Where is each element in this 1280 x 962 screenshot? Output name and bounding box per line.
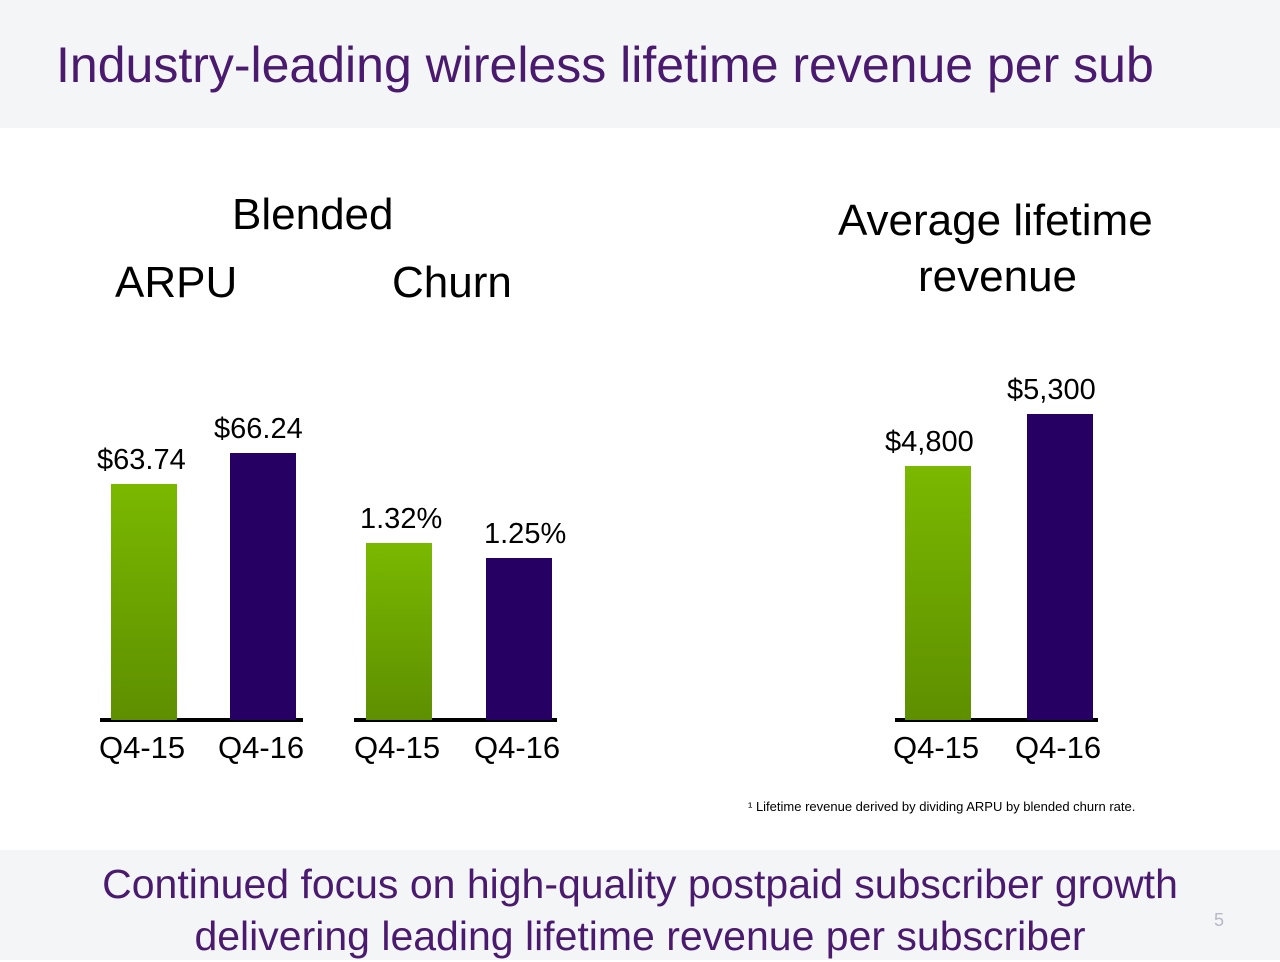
header-band bbox=[0, 0, 1280, 128]
data-label: 1.32% bbox=[360, 503, 443, 536]
bar-Q4-15 bbox=[905, 466, 971, 720]
bar-Q4-15 bbox=[366, 543, 432, 720]
footnote: ¹ Lifetime revenue derived by dividing A… bbox=[748, 799, 1136, 814]
tick-label: Q4-16 bbox=[474, 730, 561, 765]
tick-label: Q4-15 bbox=[99, 730, 186, 765]
bar-Q4-16 bbox=[230, 453, 296, 720]
chart-1-baseline bbox=[354, 718, 557, 722]
data-label: $4,800 bbox=[885, 426, 974, 459]
heading-lifetime-2: revenue bbox=[918, 252, 1078, 301]
chart-0-baseline bbox=[100, 718, 303, 722]
tick-label: Q4-15 bbox=[893, 730, 980, 765]
tick-label: Q4-16 bbox=[218, 730, 305, 765]
data-label: 1.25% bbox=[484, 518, 567, 550]
data-label: $63.74 bbox=[97, 444, 186, 477]
tick-label: Q4-16 bbox=[1015, 730, 1102, 765]
footer-band bbox=[0, 850, 1280, 960]
footer-line-1: Continued focus on high-quality postpaid… bbox=[102, 861, 1178, 907]
data-label: $5,300 bbox=[1007, 374, 1096, 407]
slide-title: Industry-leading wireless lifetime reven… bbox=[56, 37, 1154, 93]
tick-label: Q4-15 bbox=[354, 730, 441, 765]
heading-churn: Churn bbox=[392, 258, 512, 307]
heading-arpu: ARPU bbox=[115, 258, 238, 307]
bar-Q4-15 bbox=[111, 484, 177, 720]
bar-Q4-16 bbox=[1027, 414, 1093, 720]
footer-message: Continued focus on high-quality postpaid… bbox=[0, 858, 1280, 962]
footer-line-2: delivering leading lifetime revenue per … bbox=[194, 913, 1086, 959]
data-label: $66.24 bbox=[214, 413, 303, 446]
bar-Q4-16 bbox=[486, 558, 552, 720]
chart-2-baseline bbox=[895, 718, 1098, 722]
heading-lifetime-1: Average lifetime bbox=[838, 196, 1153, 245]
page-number: 5 bbox=[1214, 910, 1225, 930]
heading-blended: Blended bbox=[232, 190, 394, 239]
